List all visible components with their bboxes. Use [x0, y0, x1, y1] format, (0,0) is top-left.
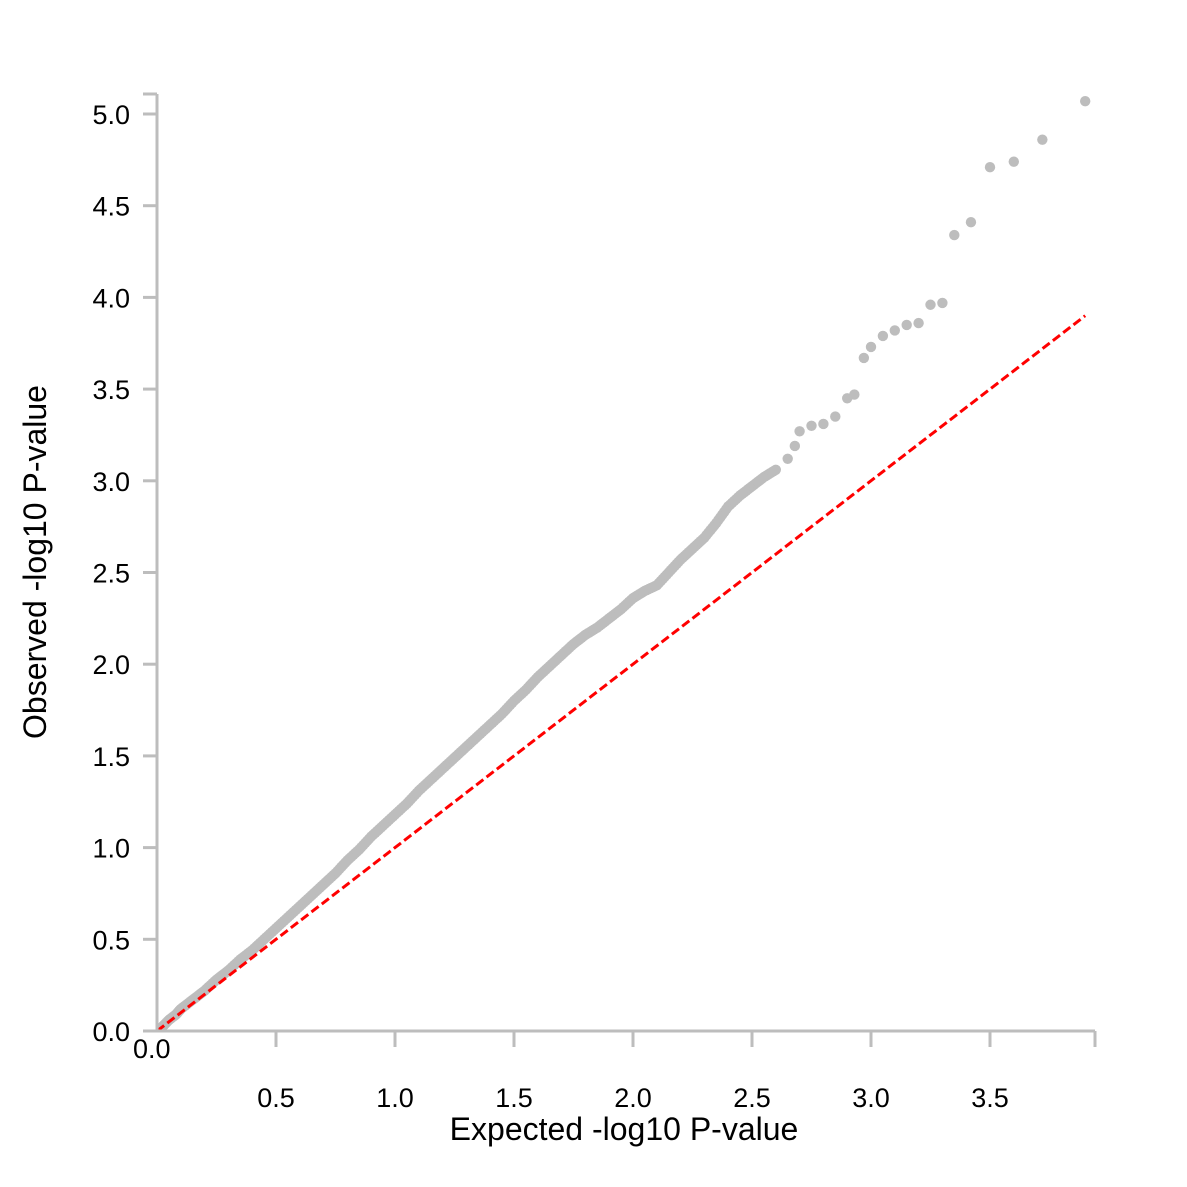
qq-point — [858, 352, 870, 364]
qq-point — [1080, 95, 1091, 107]
x-tick-label: 2.0 — [614, 1083, 652, 1113]
x-tick-label: 2.5 — [733, 1083, 771, 1113]
x-tick-label: 0.5 — [257, 1083, 295, 1113]
y-tick-label: 1.0 — [92, 834, 130, 864]
y-tick-label: 2.0 — [92, 650, 130, 680]
qq-point — [782, 453, 793, 464]
x-ticks: 0.0 0.5 1.0 1.5 2.0 2.5 3.0 3.5 — [133, 1031, 1097, 1113]
reference-line — [156, 314, 1087, 1033]
x-tick-label: 3.0 — [852, 1083, 890, 1113]
qq-point — [849, 389, 860, 400]
qq-point — [865, 341, 877, 353]
qq-point — [877, 330, 889, 342]
y-tick-label: 0.5 — [92, 925, 130, 955]
y-tick-label: 4.0 — [92, 283, 130, 313]
y-tick-label: 3.5 — [92, 375, 130, 405]
qq-point — [889, 325, 900, 336]
y-tick-label: 3.0 — [92, 467, 130, 497]
qq-point — [794, 426, 805, 437]
x-tick-label: 3.5 — [971, 1083, 1009, 1113]
qq-point — [1037, 134, 1048, 145]
x-tick-label: 1.5 — [495, 1083, 533, 1113]
y-tick-label: 5.0 — [92, 100, 130, 130]
qq-point — [818, 418, 829, 430]
qq-point — [984, 161, 996, 173]
qq-point — [830, 411, 841, 422]
qq-point — [789, 440, 801, 452]
qq-point — [1008, 156, 1019, 167]
y-ticks: 0.0 0.5 1.0 1.5 2.0 2.5 3.0 3.5 4.0 4.5 5.0 — [92, 92, 157, 1047]
x-tick-label: 1.0 — [376, 1083, 414, 1113]
points-layer — [156, 95, 1091, 1033]
y-tick-label: 2.5 — [92, 559, 130, 589]
qq-point — [965, 217, 977, 228]
x-tick-label: 0.0 — [133, 1034, 171, 1064]
y-axis-title: Observed -log10 P-value — [17, 385, 53, 739]
qq-point — [925, 299, 936, 310]
qq-point — [949, 229, 960, 241]
qq-point — [913, 317, 924, 329]
y-tick-label: 4.5 — [92, 192, 130, 222]
y-tick-label: 0.0 — [92, 1017, 130, 1047]
y-tick-label: 1.5 — [92, 742, 130, 772]
qq-point — [770, 464, 781, 475]
x-axis-title: Expected -log10 P-value — [450, 1111, 799, 1147]
qq-point — [937, 297, 948, 309]
qq-point — [901, 319, 912, 331]
qq-point — [806, 420, 817, 431]
